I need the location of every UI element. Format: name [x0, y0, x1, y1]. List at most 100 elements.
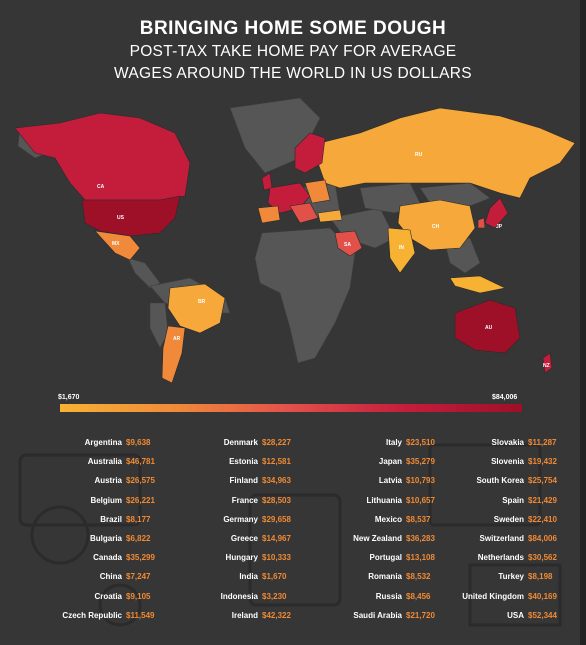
- country-spain-portugal: [257, 205, 281, 224]
- background-decoration: [18, 443, 562, 627]
- country-name: Switzerland: [479, 534, 524, 543]
- country-value: $10,793: [406, 476, 435, 486]
- country-italy-balkans: [289, 202, 319, 224]
- country-value: $22,410: [528, 514, 557, 524]
- country-argentina: [161, 325, 186, 384]
- country-name: Denmark: [223, 438, 258, 447]
- country-value: $21,429: [528, 495, 557, 505]
- country-value: $7,247: [126, 572, 151, 582]
- country-value: $28,227: [262, 438, 291, 447]
- map-label-us: US: [117, 215, 125, 221]
- country-value: $8,532: [406, 572, 431, 582]
- country-name: Ireland: [231, 610, 258, 620]
- country-name: United Kingdom: [462, 591, 524, 601]
- country-saudi-arabia: [334, 230, 363, 257]
- country-name: Latvia: [378, 476, 402, 486]
- country-value: $11,287: [528, 438, 557, 447]
- country-mexico: [94, 230, 141, 261]
- country-name: Germany: [223, 514, 258, 524]
- country-name: Bulgaria: [89, 534, 122, 543]
- country-value: $8,177: [126, 514, 151, 524]
- country-name: Indonesia: [220, 591, 258, 601]
- country-value: $10,657: [406, 495, 435, 505]
- country-name: Argentina: [84, 438, 122, 447]
- country-value: $10,333: [262, 553, 291, 563]
- country-name: Russia: [375, 591, 402, 601]
- country-china: [397, 199, 476, 251]
- country-value: $34,963: [262, 476, 291, 486]
- country-name: Greece: [230, 534, 258, 543]
- country-value: $40,169: [528, 591, 557, 601]
- country-value: $42,322: [262, 610, 291, 620]
- scale-min-label: $1,670: [58, 394, 80, 401]
- country-value: $13,108: [406, 553, 435, 563]
- country-value: $8,198: [528, 572, 553, 582]
- color-scale-bar: [60, 404, 522, 412]
- country-value: $26,221: [126, 495, 155, 505]
- country-name: Estonia: [229, 457, 258, 467]
- country-value: $23,510: [406, 438, 435, 447]
- country-name: Slovenia: [491, 457, 524, 467]
- country-name: China: [99, 572, 122, 582]
- country-value: $35,279: [406, 457, 435, 467]
- country-name: Japan: [378, 457, 402, 467]
- chart-title: BRINGING HOME SOME DOUGH: [139, 18, 447, 39]
- country-value: $9,105: [126, 591, 151, 601]
- country-name: Spain: [502, 495, 524, 505]
- chart-subtitle-line-2: WAGES AROUND THE WORLD IN US DOLLARS: [114, 65, 472, 82]
- country-value: $26,575: [126, 476, 155, 486]
- country-name: France: [231, 495, 258, 505]
- map-label-jp: JP: [496, 224, 503, 230]
- land-south-america-west: [149, 302, 169, 349]
- country-value: $19,432: [528, 457, 557, 467]
- map-label-sa: SA: [344, 242, 351, 248]
- map-label-in: IN: [399, 245, 404, 251]
- frame-edge: [580, 0, 586, 645]
- map-label-au: AU: [485, 325, 493, 331]
- country-russia: [317, 107, 576, 199]
- country-value: $46,781: [126, 457, 155, 467]
- country-value: $8,456: [406, 591, 431, 601]
- country-name: Finland: [229, 476, 258, 486]
- country-value: $11,549: [126, 610, 155, 620]
- country-turkey: [317, 209, 343, 223]
- country-name: Austria: [94, 476, 122, 486]
- country-value: $30,562: [528, 553, 557, 563]
- map-label-br: BR: [198, 299, 206, 305]
- country-name: USA: [507, 610, 524, 620]
- country-name: Sweden: [493, 514, 524, 524]
- world-map: CA US MX BR AR RU CH IN SA JP AU NZ: [14, 97, 576, 384]
- country-name: New Zealand: [353, 534, 402, 543]
- country-australia: [454, 299, 521, 354]
- country-name: Croatia: [94, 591, 122, 601]
- country-usa: [81, 195, 181, 237]
- country-name: Belgium: [90, 495, 122, 505]
- country-name: Turkey: [498, 572, 524, 582]
- country-value: $6,822: [126, 534, 151, 543]
- map-label-ru: RU: [415, 152, 423, 158]
- country-name: Hungary: [225, 553, 258, 563]
- country-south-korea: [477, 217, 486, 229]
- country-name: Italy: [385, 438, 402, 447]
- map-label-ar: AR: [173, 336, 181, 342]
- country-brazil: [167, 283, 226, 334]
- country-value: $52,344: [528, 610, 557, 620]
- country-name: Netherlands: [477, 553, 524, 563]
- country-name: South Korea: [476, 476, 524, 486]
- country-value: $1,670: [262, 572, 287, 582]
- country-indonesia: [449, 275, 506, 294]
- country-name: Lithuania: [366, 495, 402, 505]
- country-japan: [484, 197, 509, 229]
- country-value: $84,006: [528, 534, 557, 543]
- map-label-ch: CH: [432, 224, 440, 230]
- map-label-mx: MX: [112, 241, 120, 247]
- country-name: Mexico: [374, 514, 402, 524]
- country-name: Romania: [368, 572, 402, 582]
- country-name: Portugal: [369, 553, 402, 563]
- country-name: Canada: [93, 553, 122, 563]
- scale-max-label: $84,006: [492, 394, 518, 401]
- chart-subtitle-line-1: POST-TAX TAKE HOME PAY FOR AVERAGE: [129, 43, 457, 60]
- country-name: Slovakia: [491, 438, 524, 447]
